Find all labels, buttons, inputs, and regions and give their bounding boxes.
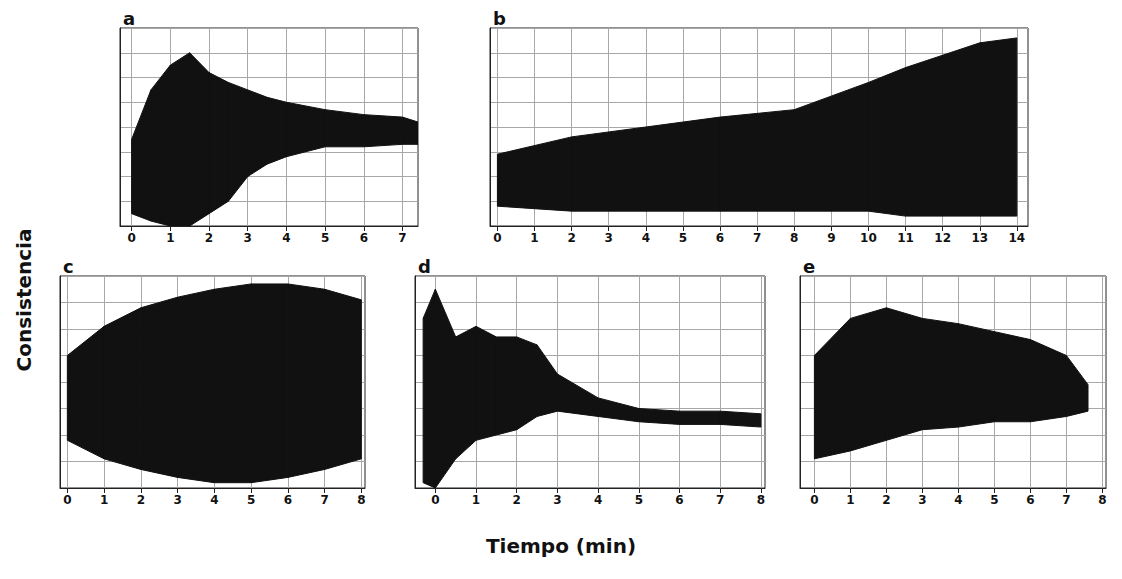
svg-text:5: 5 [679,231,687,245]
svg-text:a: a [123,8,135,29]
svg-text:7: 7 [1062,493,1070,507]
svg-text:3: 3 [173,493,181,507]
svg-text:13: 13 [971,231,988,245]
svg-text:5: 5 [247,493,255,507]
svg-text:8: 8 [357,493,365,507]
svg-text:5: 5 [635,493,643,507]
svg-text:Tiempo (min): Tiempo (min) [486,534,636,558]
svg-text:2: 2 [205,231,213,245]
svg-text:8: 8 [1098,493,1106,507]
svg-text:11: 11 [897,231,914,245]
svg-text:5: 5 [321,231,329,245]
svg-text:7: 7 [753,231,761,245]
svg-text:4: 4 [594,493,602,507]
svg-text:5: 5 [990,493,998,507]
svg-text:3: 3 [918,493,926,507]
svg-text:7: 7 [398,231,406,245]
svg-text:9: 9 [827,231,835,245]
svg-text:7: 7 [716,493,724,507]
svg-text:b: b [493,8,506,29]
svg-text:2: 2 [137,493,145,507]
svg-text:3: 3 [605,231,613,245]
svg-text:2: 2 [513,493,521,507]
svg-text:1: 1 [166,231,174,245]
svg-text:8: 8 [790,231,798,245]
svg-text:3: 3 [244,231,252,245]
svg-text:7: 7 [320,493,328,507]
svg-text:0: 0 [127,231,135,245]
svg-text:1: 1 [100,493,108,507]
svg-text:8: 8 [757,493,765,507]
svg-text:6: 6 [284,493,292,507]
svg-text:c: c [63,256,74,277]
svg-text:14: 14 [1009,231,1026,245]
svg-text:4: 4 [210,493,218,507]
svg-text:0: 0 [493,231,501,245]
svg-text:e: e [803,256,815,277]
svg-text:0: 0 [431,493,439,507]
svg-text:0: 0 [63,493,71,507]
svg-text:6: 6 [675,493,683,507]
svg-text:1: 1 [530,231,538,245]
svg-text:2: 2 [567,231,575,245]
svg-text:1: 1 [472,493,480,507]
svg-text:6: 6 [716,231,724,245]
svg-text:12: 12 [934,231,951,245]
svg-text:2: 2 [882,493,890,507]
svg-text:1: 1 [846,493,854,507]
svg-text:6: 6 [360,231,368,245]
svg-text:Consistencia: Consistencia [12,229,36,372]
svg-text:10: 10 [860,231,877,245]
svg-text:4: 4 [642,231,650,245]
svg-text:d: d [418,256,431,277]
svg-text:4: 4 [282,231,290,245]
svg-text:4: 4 [954,493,962,507]
svg-text:0: 0 [810,493,818,507]
svg-text:6: 6 [1026,493,1034,507]
svg-text:3: 3 [553,493,561,507]
